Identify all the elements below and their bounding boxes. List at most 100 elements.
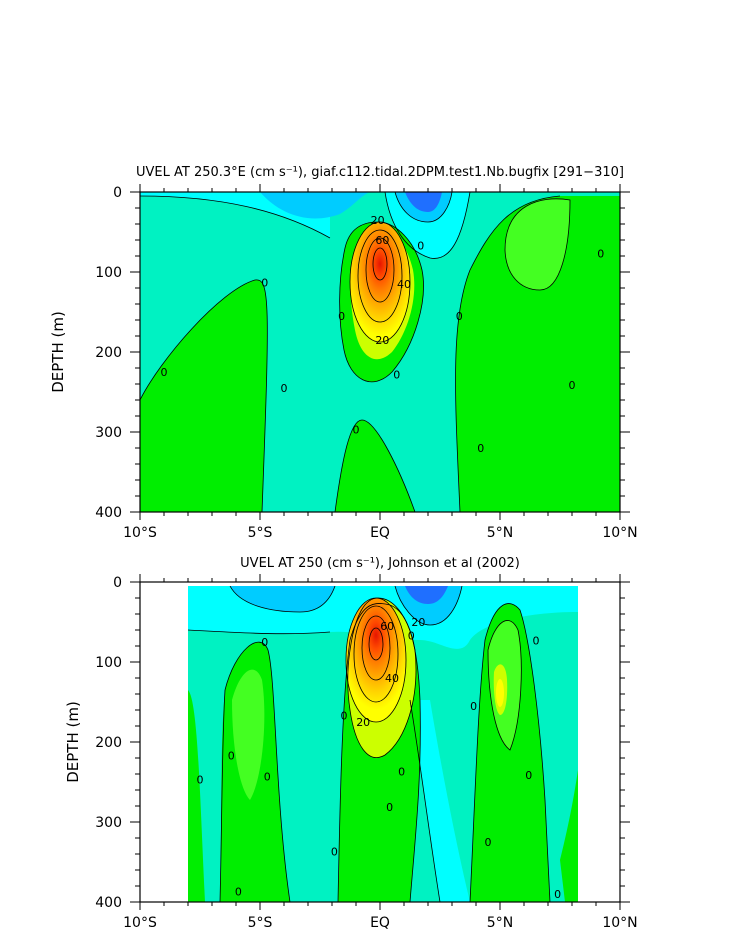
contour-label: 0	[554, 888, 561, 901]
panel1-contour	[140, 279, 268, 512]
panel2-green-west-core	[232, 669, 265, 800]
panel2-green-far-west	[188, 690, 205, 902]
x-tick-label: EQ	[370, 915, 390, 931]
contour-label: 0	[228, 750, 235, 763]
panel2-contour	[353, 605, 399, 703]
y-tick-label: 200	[95, 735, 122, 751]
panel1-contour	[384, 192, 471, 259]
panel2-green-east-yellow	[496, 679, 504, 707]
x-tick-label: 10°S	[123, 525, 157, 541]
panel1-contour	[334, 419, 416, 512]
panel-model: UVEL AT 250.3°E (cm s⁻¹), giaf.c112.tida…	[49, 165, 638, 541]
contour-label: 20	[356, 716, 370, 729]
panel2-contour	[368, 627, 384, 661]
panel2-title: UVEL AT 250 (cm s⁻¹), Johnson et al (200…	[240, 556, 520, 571]
panel2-contour	[361, 615, 391, 681]
y-tick-label: 300	[95, 815, 122, 831]
contour-label: 0	[341, 710, 348, 723]
panel1-green-deep-eq	[335, 420, 415, 512]
panel2-cyan-deep	[410, 700, 470, 902]
contour-label: 0	[281, 382, 288, 395]
contour-label: 0	[597, 248, 604, 261]
panel2-contour	[224, 641, 291, 902]
contour-label: 60	[380, 620, 394, 633]
panel2-contour	[469, 603, 551, 902]
panel2-contour	[229, 586, 336, 613]
panel1-contour-labels: 20 60 40 20 0 0 0 0 0 0 0 0 0 0 0	[161, 214, 605, 455]
contour-label: 0	[417, 240, 424, 253]
panel1-contour	[394, 192, 453, 223]
panel1-euc-core	[350, 222, 410, 342]
panel2-y-axis-label: DEPTH (m)	[64, 701, 82, 783]
panel2-contour	[188, 629, 331, 635]
panel1-westward-flow-core	[405, 192, 442, 212]
x-tick-label: 10°N	[602, 525, 637, 541]
x-tick-label: EQ	[370, 525, 390, 541]
contour-label: 0	[408, 630, 415, 643]
panel2-contour	[394, 586, 463, 626]
panel2-contour	[487, 620, 522, 751]
panel1-contour	[357, 229, 403, 323]
contour-label: 40	[397, 278, 411, 291]
contour-label: 0	[261, 276, 268, 289]
panel1-contour	[140, 195, 331, 239]
panel1-contour	[504, 198, 571, 291]
contour-label: 0	[456, 310, 463, 323]
contour-label: 0	[161, 366, 168, 379]
contour-label: 0	[264, 770, 271, 783]
y-tick-label: 0	[113, 185, 122, 201]
contour-label: 0	[386, 801, 393, 814]
panel2-contour	[345, 597, 407, 723]
contour-label: 0	[533, 634, 540, 647]
contour-label: 0	[235, 886, 242, 899]
contour-label: 0	[353, 424, 360, 437]
x-tick-label: 10°N	[602, 915, 637, 931]
x-tick-label: 5°S	[248, 525, 273, 541]
contour-label: 0	[485, 836, 492, 849]
contour-label: 0	[477, 442, 484, 455]
contour-label: 0	[197, 774, 204, 787]
contour-label: 20	[411, 616, 425, 629]
contour-label: 20	[375, 334, 389, 347]
contour-label: 0	[261, 636, 268, 649]
contour-label: 0	[470, 700, 477, 713]
panel1-contour	[372, 247, 388, 281]
panel1-contour	[455, 195, 561, 512]
panel2-green-far-east	[560, 770, 578, 902]
x-tick-label: 5°S	[248, 915, 273, 931]
panel2-missing-data-east	[578, 586, 620, 902]
panel1-contour	[349, 221, 411, 343]
contour-label: 0	[398, 766, 405, 779]
panel1-green-east	[455, 196, 620, 512]
y-tick-label: 100	[95, 265, 122, 281]
panel2-contour	[219, 689, 226, 902]
x-tick-label: 10°S	[123, 915, 157, 931]
contour-label: 0	[338, 310, 345, 323]
panel1-y-axis-label: DEPTH (m)	[49, 311, 67, 393]
x-tick-label: 5°N	[487, 525, 513, 541]
panel1-title: UVEL AT 250.3°E (cm s⁻¹), giaf.c112.tida…	[136, 165, 624, 180]
contour-label: 0	[393, 368, 400, 381]
y-tick-label: 0	[113, 575, 122, 591]
panel2-westward-flow-core	[405, 586, 448, 604]
contour-label: 60	[375, 234, 389, 247]
y-tick-label: 400	[95, 505, 122, 521]
panel1-westward-flow-west	[260, 192, 370, 219]
contour-label: 40	[385, 672, 399, 685]
y-tick-label: 400	[95, 895, 122, 911]
panel2-contour	[409, 699, 441, 902]
x-tick-label: 5°N	[487, 915, 513, 931]
contour-label: 0	[331, 846, 338, 859]
panel1-contour	[365, 237, 395, 303]
y-tick-label: 100	[95, 655, 122, 671]
panel1-green-east-core	[505, 198, 570, 290]
contour-label: 0	[569, 379, 576, 392]
y-tick-label: 300	[95, 425, 122, 441]
contour-label: 0	[525, 769, 532, 782]
panel1-green-west	[140, 279, 268, 512]
contour-label: 20	[371, 214, 385, 227]
